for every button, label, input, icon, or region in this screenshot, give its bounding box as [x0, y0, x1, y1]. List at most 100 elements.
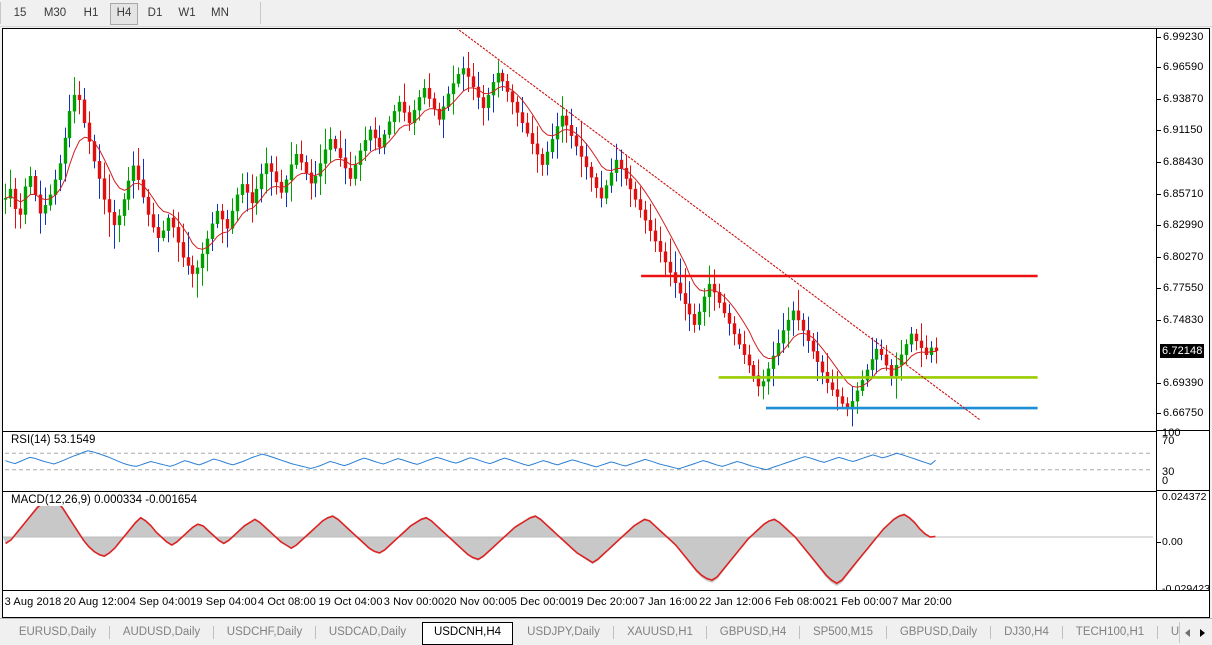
candle-body: [678, 282, 683, 294]
candle-body: [579, 145, 584, 157]
price-tick: [1157, 225, 1161, 226]
candle-body: [358, 150, 363, 165]
chart-tab-usdjpy-daily[interactable]: USDJPY,Daily: [527, 626, 600, 638]
candle-body: [220, 210, 225, 220]
period-button-mn[interactable]: MN: [211, 7, 229, 19]
tab-separator: [315, 626, 316, 639]
rsi-pane[interactable]: RSI(14) 53.1549: [3, 431, 1159, 490]
price-pane[interactable]: [3, 29, 1159, 429]
candle-body: [87, 122, 92, 142]
price-chart-plot[interactable]: [3, 29, 1159, 429]
period-button-d1[interactable]: D1: [147, 7, 163, 19]
period-button-15[interactable]: 15: [13, 7, 27, 19]
price-tick: [1157, 130, 1161, 131]
candle-body: [309, 172, 314, 184]
arrow-right-icon[interactable]: [1200, 629, 1205, 637]
candle-body: [28, 176, 33, 187]
candle-body: [830, 382, 835, 390]
candle-body: [481, 97, 486, 109]
candle-body: [599, 187, 604, 199]
candle-body: [245, 184, 250, 193]
chart-tab-tech100-h1[interactable]: TECH100,H1: [1075, 626, 1145, 638]
rsi-scale-label: 100: [1162, 427, 1181, 439]
candle-body: [8, 188, 13, 199]
time-axis-label: 7 Mar 20:00: [892, 596, 952, 608]
price-tick: [1157, 37, 1161, 38]
candle-body: [323, 149, 328, 164]
period-button-h4[interactable]: H4: [110, 3, 138, 25]
period-button-m30[interactable]: M30: [43, 7, 67, 19]
candle-body: [38, 194, 43, 214]
candle-body: [97, 160, 102, 179]
tab-scroll-arrows[interactable]: [1179, 622, 1210, 643]
candle-body: [761, 381, 766, 387]
arrow-left-icon[interactable]: [1185, 629, 1190, 637]
candle-body: [820, 361, 825, 373]
trendline-descending-trendline[interactable]: [456, 29, 981, 421]
candle-body: [668, 261, 673, 273]
candle-body: [368, 129, 373, 141]
candle-body: [811, 340, 816, 352]
candle-body: [200, 253, 205, 269]
candle-body: [92, 141, 97, 162]
candle-body: [540, 154, 545, 165]
price-scale-label: 6.88430: [1163, 156, 1204, 168]
chart-tab-dj30-h4[interactable]: DJ30,H4: [1004, 626, 1049, 638]
candle-body: [250, 192, 255, 204]
macd-plot[interactable]: [3, 492, 1159, 592]
candle-body: [166, 217, 171, 231]
chart-tab-usdchf-daily[interactable]: USDCHF,Daily: [226, 626, 303, 638]
candle-body: [299, 154, 304, 163]
tab-separator: [990, 626, 991, 639]
price-scale-label: 6.85710: [1163, 188, 1204, 200]
price-tick: [1157, 383, 1161, 384]
chart-tab-usdcad-daily[interactable]: USDCAD,Daily: [328, 626, 407, 638]
chart-window: USDCNH,H46.72027 6.72214 6.71928 6.72148…: [2, 28, 1210, 618]
candle-body: [628, 178, 633, 190]
tab-separator: [213, 626, 214, 639]
candle-body: [382, 134, 387, 148]
candle-body: [146, 196, 151, 215]
candle-body: [18, 208, 23, 215]
candle-body: [732, 323, 737, 335]
candle-body: [619, 159, 624, 169]
tab-separator: [1062, 626, 1063, 639]
time-axis-label: 20 Nov 00:00: [444, 596, 511, 608]
candle-body: [373, 129, 378, 139]
tab-separator: [109, 626, 110, 639]
rsi-scale-label: 70: [1162, 435, 1175, 447]
price-scale-label: 6.93870: [1163, 93, 1204, 105]
tab-separator: [886, 626, 887, 639]
candle-body: [190, 265, 195, 274]
candle-body: [471, 76, 476, 88]
chart-tab-xauusd-h1[interactable]: XAUUSD,H1: [627, 626, 693, 638]
chart-tab-gbpusd-h4[interactable]: GBPUSD,H4: [719, 626, 787, 638]
candle-body: [53, 179, 58, 195]
macd-pane[interactable]: MACD(12,26,9) 0.000334 -0.001654: [3, 491, 1159, 592]
time-axis: 3 Aug 2018 20 Aug 12:00 4 Sep 04:00 19 Sep …: [3, 590, 1209, 617]
chart-tab-audusd-daily[interactable]: AUDUSD,Daily: [122, 626, 201, 638]
candle-body: [697, 311, 702, 325]
candle-body: [363, 140, 368, 151]
candle-body: [924, 347, 929, 355]
chart-tab-usdcnh-h4[interactable]: USDCNH,H4: [422, 622, 513, 645]
price-tick: [1157, 162, 1161, 163]
candle-body: [496, 72, 501, 83]
price-scale[interactable]: 6.99230 6.96590 6.93870 6.91150 6.88430 6.857…: [1156, 29, 1210, 595]
rsi-plot[interactable]: [3, 432, 1159, 490]
chart-tab-sp500-m15[interactable]: SP500,M15: [812, 626, 874, 638]
chart-tab-eurusd-daily[interactable]: EURUSD,Daily: [18, 626, 97, 638]
candle-body: [638, 199, 643, 211]
candle-body: [407, 112, 412, 124]
candle-body: [687, 303, 692, 315]
chart-tab-gbpusd-daily[interactable]: GBPUSD,Daily: [899, 626, 978, 638]
candle-body: [313, 176, 318, 184]
period-button-h1[interactable]: H1: [83, 7, 99, 19]
candle-body: [264, 163, 269, 175]
candle-body: [865, 369, 870, 381]
candle-body: [77, 94, 82, 100]
candle-body: [894, 365, 899, 376]
macd-label: MACD(12,26,9) 0.000334 -0.001654: [9, 494, 200, 506]
period-button-w1[interactable]: W1: [178, 7, 196, 19]
candle-body: [377, 137, 382, 148]
